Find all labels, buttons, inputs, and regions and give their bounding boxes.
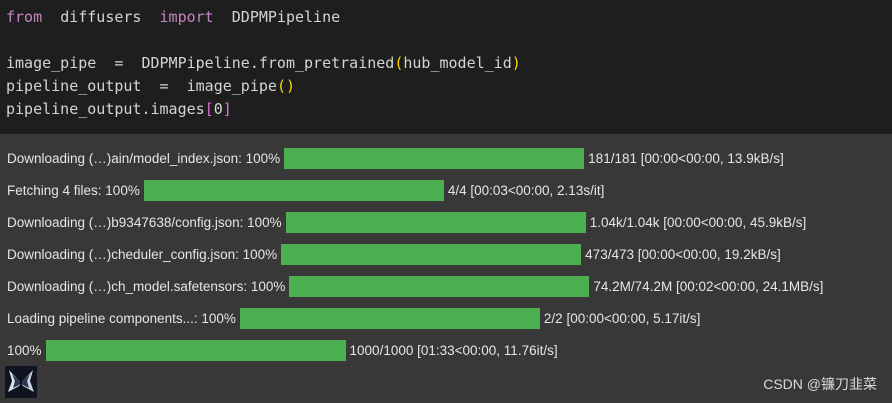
code-line: pipeline_output.images[0]: [6, 100, 232, 123]
progress-row: Loading pipeline components...: 100% 2/2 …: [7, 307, 700, 329]
progress-stats: 4/4 [00:03<00:00, 2.13s/it]: [447, 182, 605, 198]
progress-bar: [284, 147, 585, 169]
paren: ): [511, 54, 521, 72]
progress-row: Downloading (…)b9347638/config.json: 100…: [7, 211, 806, 233]
butterfly-image: [5, 366, 37, 398]
keyword-import: import: [159, 8, 214, 26]
code-line: pipeline_output = image_pipe(): [6, 77, 295, 100]
progress-stats: 74.2M/74.2M [00:02<00:00, 24.1MB/s]: [593, 278, 824, 294]
progress-bar: [239, 307, 540, 329]
progress-bar: [45, 339, 346, 361]
operator: =: [114, 54, 124, 72]
progress-stats: 1.04k/1.04k [00:00<00:00, 45.9kB/s]: [589, 214, 807, 230]
progress-row: Downloading (…)ch_model.safetensors: 100…: [7, 275, 823, 297]
code-cell[interactable]: from diffusers import DDPMPipeline image…: [0, 0, 892, 133]
attribute-access: pipeline_output.images: [6, 100, 205, 118]
keyword-from: from: [6, 8, 43, 26]
progress-row: Downloading (…)ain/model_index.json: 100…: [7, 147, 784, 169]
progress-bar: [281, 243, 582, 265]
progress-label: Fetching 4 files: 100%: [7, 182, 140, 198]
operator: =: [159, 77, 169, 95]
paren: (: [394, 54, 404, 72]
variable: pipeline_output: [6, 77, 142, 95]
module-name: diffusers: [60, 8, 142, 26]
progress-stats: 181/181 [00:00<00:00, 13.9kB/s]: [588, 150, 784, 166]
code-line: from diffusers import DDPMPipeline: [6, 8, 340, 31]
progress-row: 100% 1000/1000 [01:33<00:00, 11.76it/s]: [7, 339, 558, 361]
output-area: Downloading (…)ain/model_index.json: 100…: [0, 134, 892, 403]
function-call: DDPMPipeline.from_pretrained: [141, 54, 395, 72]
bracket: ]: [222, 100, 232, 118]
progress-stats: 2/2 [00:00<00:00, 5.17it/s]: [543, 310, 701, 326]
progress-label: 100%: [7, 342, 42, 358]
progress-row: Fetching 4 files: 100% 4/4 [00:03<00:00, …: [7, 179, 604, 201]
progress-label: Loading pipeline components...: 100%: [7, 310, 236, 326]
progress-bar: [285, 211, 586, 233]
code-line: image_pipe = DDPMPipeline.from_pretraine…: [6, 54, 521, 77]
class-name: DDPMPipeline: [231, 8, 341, 26]
progress-stats: 1000/1000 [01:33<00:00, 11.76it/s]: [349, 342, 558, 358]
progress-label: Downloading (…)ch_model.safetensors: 100…: [7, 278, 286, 294]
argument: hub_model_id: [403, 54, 512, 72]
progress-bar: [143, 179, 444, 201]
variable: image_pipe: [6, 54, 97, 72]
progress-label: Downloading (…)b9347638/config.json: 100…: [7, 214, 282, 230]
progress-row: Downloading (…)cheduler_config.json: 100…: [7, 243, 781, 265]
progress-label: Downloading (…)ain/model_index.json: 100…: [7, 150, 281, 166]
progress-stats: 473/473 [00:00<00:00, 19.2kB/s]: [585, 246, 781, 262]
progress-bar: [289, 275, 590, 297]
function-call: image_pipe: [186, 77, 277, 95]
watermark: CSDN @镰刀韭菜: [763, 376, 877, 392]
paren: (): [276, 77, 295, 95]
generated-image-thumbnail: [5, 366, 37, 398]
index: 0: [213, 100, 223, 118]
bracket: [: [204, 100, 214, 118]
progress-label: Downloading (…)cheduler_config.json: 100…: [7, 246, 278, 262]
